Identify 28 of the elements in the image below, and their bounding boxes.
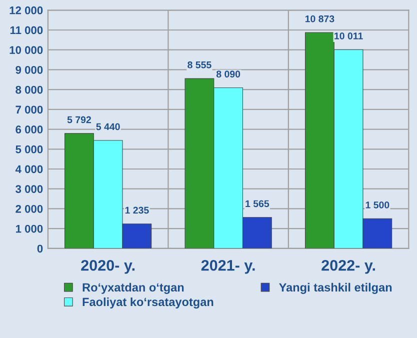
data-label: 10 873 [305, 15, 334, 22]
x-tick-label: 2022- y. [322, 260, 375, 274]
y-tick-label: 2 000 [16, 204, 43, 213]
data-label: 5 792 [67, 116, 91, 124]
legend-label: Ro‘yxatdan o‘tgan [82, 282, 184, 294]
data-label: 1 565 [246, 200, 270, 208]
legend-label: Yangi tashkil etilgan [279, 282, 392, 294]
legend-label: Faoliyat ko‘rsatayotgan [82, 297, 214, 309]
y-tick-label: 10 000 [10, 46, 43, 54]
x-tick-label: 2020- y. [81, 260, 134, 274]
y-tick-label: 5 000 [16, 145, 43, 154]
y-tick-label: 0 [37, 244, 43, 253]
y-tick-label: 4 000 [15, 165, 43, 174]
data-label: 1 500 [366, 202, 390, 208]
y-tick-label: 6 000 [16, 126, 43, 134]
data-label: 1 235 [125, 206, 149, 214]
data-label: 8 555 [188, 61, 212, 68]
x-tick-label: 2021- y. [201, 260, 255, 274]
data-label: 5 440 [96, 123, 120, 130]
y-tick-label: 7 000 [16, 106, 43, 114]
y-tick-label: 3 000 [16, 185, 43, 194]
y-tick-label: 8 000 [16, 86, 43, 94]
data-label: 8 090 [216, 70, 240, 78]
y-tick-label: 1 000 [16, 224, 43, 233]
y-tick-label: 12 000 [10, 6, 43, 14]
y-tick-label: 11 000 [10, 26, 43, 34]
y-tick-label: 9 000 [16, 66, 43, 74]
data-label: 10 011 [334, 32, 363, 40]
